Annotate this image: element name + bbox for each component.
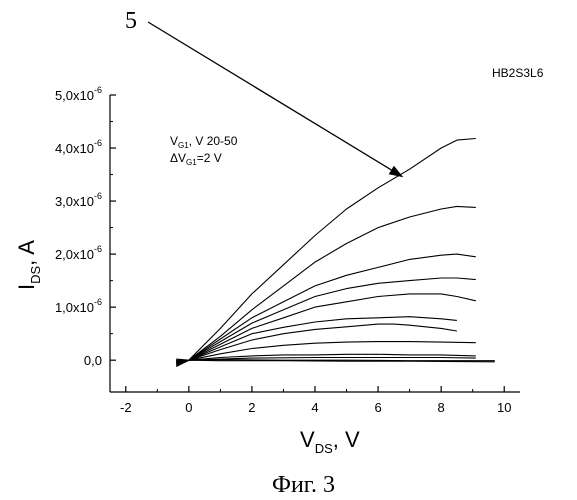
callout-label: 5 bbox=[125, 8, 137, 34]
x-tick-label: 8 bbox=[438, 400, 445, 415]
x-tick-label: 2 bbox=[248, 400, 255, 415]
y-axis-title: IDS, A bbox=[14, 240, 43, 290]
x-tick-label: 6 bbox=[374, 400, 381, 415]
annotation-gate-step: ΔVG1=2 V bbox=[170, 151, 222, 167]
x-tick-label: -2 bbox=[120, 400, 132, 415]
series-line-3 bbox=[176, 254, 476, 364]
y-ticks: 0,0 1,0x10-6 2,0x10-6 3,0x10-6 4,0x10-6 5,0x1… bbox=[55, 85, 116, 368]
y-tick-label: 1,0x10-6 bbox=[55, 297, 102, 315]
y-tick-label: 5,0x10-6 bbox=[55, 85, 102, 103]
x-ticks: -2 0 2 4 6 8 10 bbox=[120, 386, 511, 415]
figure-caption: Фиг. 3 bbox=[272, 472, 335, 498]
y-tick-label: 3,0x10-6 bbox=[55, 191, 102, 209]
series-line-1 bbox=[176, 139, 476, 367]
x-tick-label: 4 bbox=[311, 400, 318, 415]
x-axis-title: VDS, V bbox=[300, 427, 360, 456]
annotation-gate-range: VG1, V 20-50 bbox=[170, 134, 238, 150]
plot-area: -2 0 2 4 6 8 10 0,0 1,0x10-6 2,0x10-6 3,0x10-6 4,0… bbox=[55, 85, 520, 415]
x-tick-label: 10 bbox=[497, 400, 511, 415]
callout-arrowhead bbox=[389, 166, 404, 178]
y-tick-label: 0,0 bbox=[84, 353, 102, 368]
y-tick-label: 2,0x10-6 bbox=[55, 244, 102, 262]
sample-id: HB2S3L6 bbox=[492, 66, 544, 80]
curve-group bbox=[176, 139, 495, 367]
y-tick-label: 4,0x10-6 bbox=[55, 138, 102, 156]
x-tick-label: 0 bbox=[185, 400, 192, 415]
